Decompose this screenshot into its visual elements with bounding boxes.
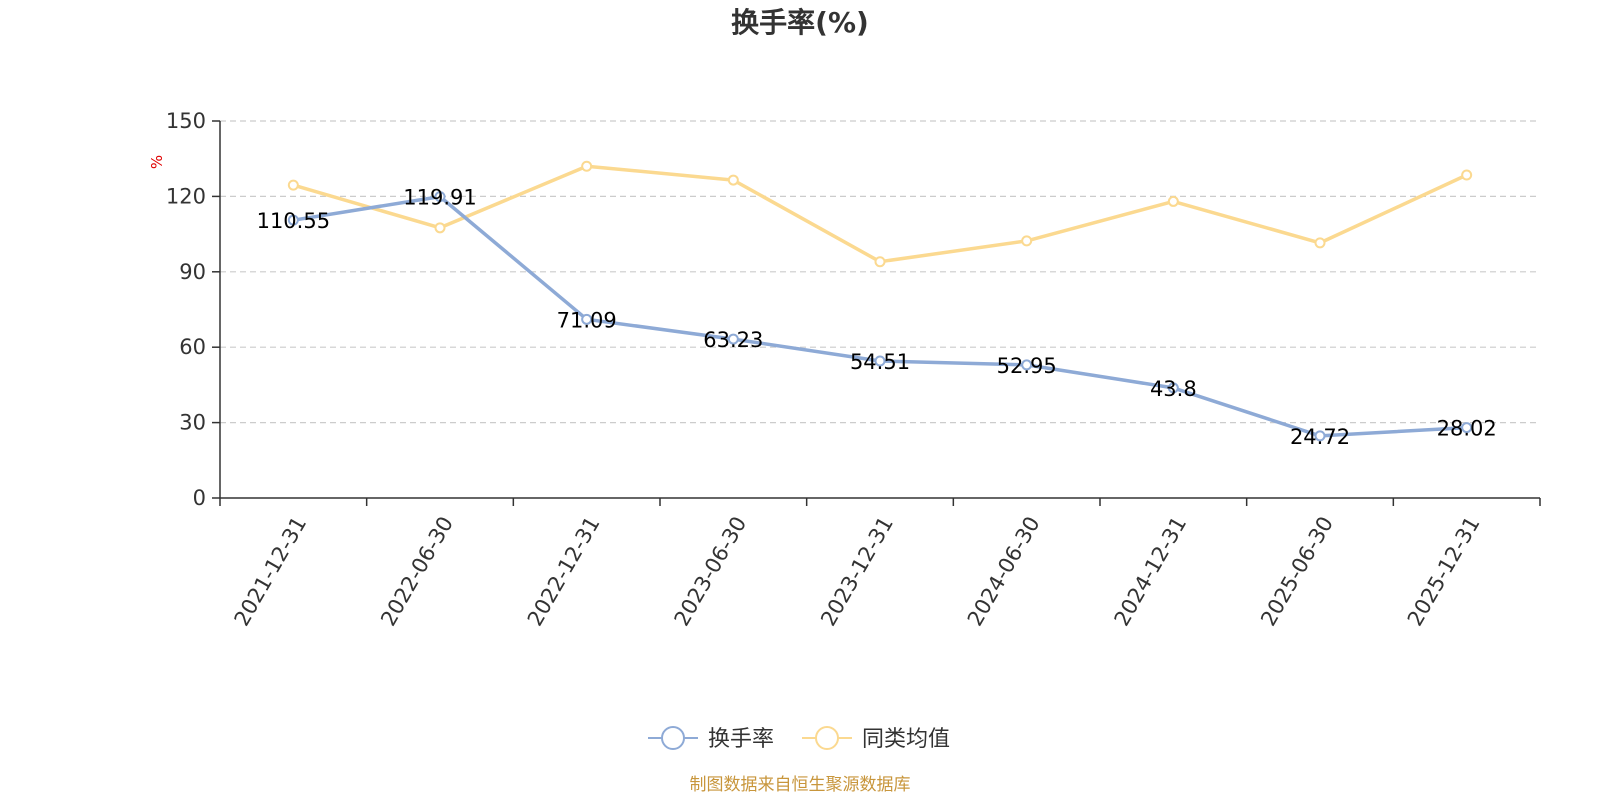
grid-lines (220, 120, 1540, 424)
x-tick-label-2024-12-31: 2024-12-31 (1109, 512, 1191, 630)
y-tick-label-30: 30 (179, 411, 206, 435)
x-tick-label-2025-06-30: 2025-06-30 (1256, 512, 1338, 630)
data-label-2022-12-31: 71.09 (557, 308, 617, 332)
point-换手率-2023-12-31 (874, 355, 886, 367)
legend-label-同类均值: 同类均值 (862, 727, 950, 752)
point-换手率-2024-12-31 (1167, 382, 1179, 394)
point-换手率-2023-06-30 (727, 333, 739, 345)
x-tick-label-2024-06-30: 2024-06-30 (963, 512, 1045, 630)
legend-label-换手率: 换手率 (708, 727, 774, 752)
series-line-同类均值 (292, 164, 1468, 264)
point-换手率-2022-06-30 (434, 191, 446, 203)
data-label-2021-12-31: 110.55 (257, 209, 330, 233)
data-label-2024-06-30: 52.95 (997, 354, 1057, 378)
point-换手率-2025-12-31 (1461, 422, 1473, 434)
y-tick-label-60: 60 (179, 335, 206, 359)
data-label-2024-12-31: 43.8 (1150, 377, 1197, 401)
y-tick-label-120: 120 (166, 184, 206, 208)
point-同类均值-2023-06-30 (727, 174, 739, 186)
point-换手率-2021-12-31 (287, 214, 299, 226)
point-同类均值-2022-06-30 (434, 222, 446, 234)
x-tick-label-2022-12-31: 2022-12-31 (523, 512, 605, 630)
y-tick-label-0: 0 (193, 486, 206, 510)
x-tick-label-2022-06-30: 2022-06-30 (376, 512, 458, 630)
series-line-换手率 (293, 194, 1467, 438)
series-lines (287, 160, 1473, 442)
point-同类均值-2022-12-31 (581, 160, 593, 172)
data-label-2025-06-30: 24.72 (1290, 425, 1350, 449)
point-换手率-2022-12-31 (581, 313, 593, 325)
point-同类均值-2025-06-30 (1314, 237, 1326, 249)
point-同类均值-2025-12-31 (1461, 169, 1473, 181)
source-footer: 制图数据来自恒生聚源数据库 (690, 775, 911, 795)
y-axis-unit-label: % (148, 155, 166, 169)
x-tick-label-2021-12-31: 2021-12-31 (229, 512, 311, 630)
x-tick-label-2023-06-30: 2023-06-30 (669, 512, 751, 630)
data-label-2023-12-31: 54.51 (850, 350, 910, 374)
data-label-2025-12-31: 28.02 (1437, 417, 1497, 441)
x-tick-label-2025-12-31: 2025-12-31 (1403, 512, 1485, 630)
data-labels: 110.55 119.91 71.09 63.23 54.51 52.95 43.8 24.7… (257, 186, 1497, 449)
legend[interactable]: 换手率 同类均值 (648, 726, 950, 752)
data-label-2022-06-30: 119.91 (403, 186, 476, 210)
y-tick-label-150: 150 (166, 109, 206, 133)
point-换手率-2025-06-30 (1314, 430, 1326, 442)
point-换手率-2024-06-30 (1021, 359, 1033, 371)
legend-marker-换手率 (661, 726, 685, 750)
x-tick-label-2023-12-31: 2023-12-31 (816, 512, 898, 630)
point-同类均值-2024-06-30 (1021, 235, 1033, 247)
data-label-2023-06-30: 63.23 (703, 328, 763, 352)
chart-title: 换手率(%) (731, 6, 869, 39)
point-同类均值-2023-12-31 (874, 256, 886, 268)
point-同类均值-2024-12-31 (1167, 195, 1179, 207)
legend-marker-同类均值 (815, 726, 839, 750)
y-tick-label-90: 90 (179, 260, 206, 284)
point-同类均值-2021-12-31 (287, 179, 299, 191)
